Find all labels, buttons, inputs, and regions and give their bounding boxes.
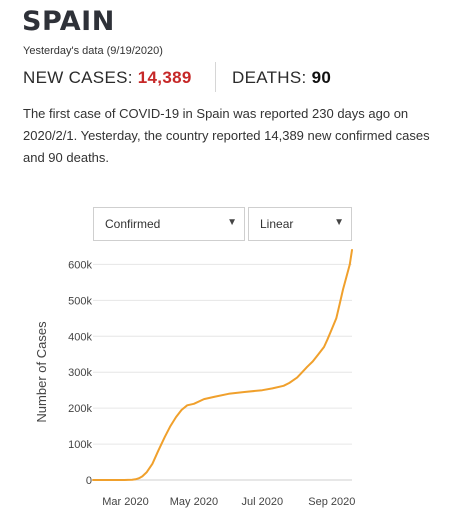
data-type-selected: Confirmed bbox=[105, 217, 161, 231]
stats-divider bbox=[215, 62, 216, 92]
deaths-value: 90 bbox=[311, 68, 332, 87]
x-tick-label: Sep 2020 bbox=[308, 496, 355, 508]
new-cases-stat: NEW CASES: 14,389 bbox=[23, 68, 192, 88]
scale-dropdown[interactable]: Linear ▼ bbox=[248, 207, 352, 241]
data-date: Yesterday's data (9/19/2020) bbox=[23, 45, 163, 57]
y-axis-title: Number of Cases bbox=[34, 321, 49, 423]
y-tick-label: 400k bbox=[68, 331, 92, 343]
y-tick-label: 0 bbox=[86, 475, 92, 487]
x-tick-label: Jul 2020 bbox=[242, 496, 284, 508]
grid-lines bbox=[93, 263, 352, 481]
series-layer bbox=[92, 249, 353, 481]
deaths-label: DEATHS: bbox=[232, 68, 307, 87]
y-tick-label: 500k bbox=[68, 295, 92, 307]
confirmed-cases-line bbox=[92, 249, 353, 481]
stats-row: NEW CASES: 14,389 DEATHS: 90 bbox=[23, 62, 443, 98]
caret-down-icon: ▼ bbox=[227, 217, 237, 228]
summary-text: The first case of COVID-19 in Spain was … bbox=[23, 106, 430, 165]
scale-selected: Linear bbox=[260, 217, 294, 231]
y-tick-label: 600k bbox=[68, 259, 92, 271]
deaths-stat: DEATHS: 90 bbox=[232, 68, 331, 88]
axes: 0 100k 200k 300k 400k 500k 600k Mar 2020 May 202… bbox=[68, 259, 355, 508]
x-tick-label: Mar 2020 bbox=[102, 496, 148, 508]
data-type-dropdown[interactable]: Confirmed ▼ bbox=[93, 207, 245, 241]
new-cases-label: NEW CASES: bbox=[23, 68, 133, 87]
y-tick-label: 100k bbox=[68, 439, 92, 451]
caret-down-icon: ▼ bbox=[334, 217, 344, 228]
y-tick-label: 200k bbox=[68, 403, 92, 415]
y-tick-label: 300k bbox=[68, 367, 92, 379]
country-title: SPAIN bbox=[22, 6, 115, 37]
new-cases-value: 14,389 bbox=[137, 68, 192, 87]
x-tick-label: May 2020 bbox=[170, 496, 218, 508]
